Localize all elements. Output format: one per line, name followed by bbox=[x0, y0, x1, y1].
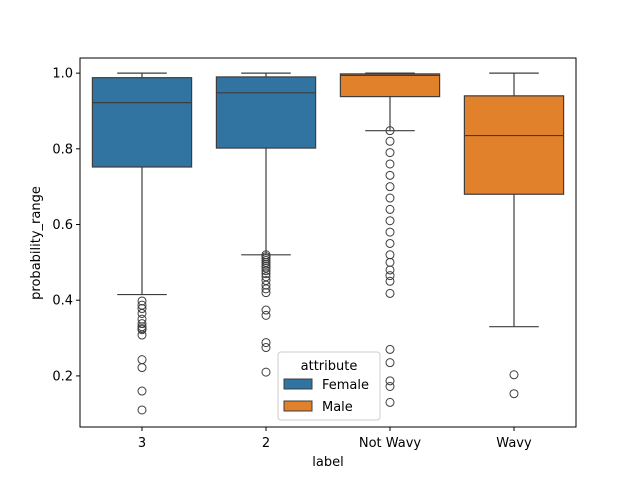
outlier-point bbox=[137, 405, 147, 415]
legend-swatch-female bbox=[283, 378, 313, 390]
outlier-point bbox=[385, 376, 395, 386]
legend: attribute Female Male bbox=[277, 351, 381, 421]
plot-area bbox=[91, 72, 565, 415]
axes-frame bbox=[79, 57, 577, 428]
outlier-point bbox=[261, 305, 271, 315]
outlier-point bbox=[137, 319, 147, 329]
legend-swatch-male bbox=[283, 400, 313, 412]
outlier-point bbox=[509, 389, 519, 399]
outlier-point bbox=[385, 193, 395, 203]
outlier-point bbox=[385, 265, 395, 275]
outlier-point bbox=[261, 338, 271, 348]
box-2 bbox=[215, 72, 317, 377]
outlier-point bbox=[385, 159, 395, 169]
outlier-point bbox=[261, 367, 271, 377]
y-tick-label: 0.2 bbox=[52, 369, 73, 384]
outlier-point bbox=[385, 276, 395, 286]
outlier-point bbox=[385, 257, 395, 267]
outlier-point bbox=[385, 271, 395, 281]
legend-label-male: Male bbox=[322, 400, 353, 415]
outlier-point bbox=[509, 370, 519, 380]
box-3 bbox=[91, 72, 193, 415]
outlier-point bbox=[261, 343, 271, 353]
y-tick-label: 1.0 bbox=[52, 67, 73, 82]
outlier-point bbox=[137, 363, 147, 373]
outlier-point bbox=[261, 284, 271, 294]
y-axis-label: probability_range bbox=[29, 186, 44, 300]
outlier-point bbox=[385, 397, 395, 407]
outlier-point bbox=[385, 216, 395, 226]
outlier-point bbox=[137, 355, 147, 365]
box-wavy bbox=[463, 72, 565, 399]
outlier-point bbox=[385, 250, 395, 260]
outlier-point bbox=[385, 136, 395, 146]
outlier-point bbox=[137, 330, 147, 340]
x-tick-label: Not Wavy bbox=[359, 436, 422, 451]
outlier-point bbox=[385, 382, 395, 392]
outlier-point bbox=[137, 304, 147, 314]
legend-label-female: Female bbox=[322, 378, 369, 393]
x-tick-label: Wavy bbox=[496, 436, 532, 451]
x-axis-label: label bbox=[312, 455, 343, 470]
outlier-point bbox=[261, 263, 271, 273]
outlier-point bbox=[261, 266, 271, 276]
outlier-point bbox=[385, 227, 395, 237]
outlier-point bbox=[137, 308, 147, 318]
outlier-point bbox=[137, 314, 147, 324]
legend-title: attribute bbox=[301, 359, 358, 374]
outlier-point bbox=[261, 269, 271, 279]
box-not-wavy bbox=[339, 72, 441, 407]
outlier-point bbox=[385, 148, 395, 158]
outlier-point bbox=[385, 170, 395, 180]
outlier-point bbox=[385, 358, 395, 368]
outlier-point bbox=[385, 288, 395, 298]
outlier-point bbox=[385, 204, 395, 214]
iqr-box bbox=[339, 73, 441, 98]
x-axis: 3 2 Not Wavy Wavy bbox=[138, 427, 532, 451]
y-tick-label: 0.8 bbox=[52, 142, 73, 157]
iqr-box bbox=[463, 95, 565, 195]
outlier-point bbox=[137, 325, 147, 335]
iqr-box bbox=[91, 77, 193, 168]
y-tick-label: 0.4 bbox=[52, 294, 73, 309]
y-tick-label: 0.6 bbox=[52, 218, 73, 233]
y-axis: 0.2 0.4 0.6 0.8 1.0 bbox=[52, 67, 80, 384]
outlier-point bbox=[261, 288, 271, 298]
iqr-box bbox=[215, 76, 317, 149]
outlier-point bbox=[385, 126, 395, 136]
x-tick-label: 3 bbox=[138, 436, 146, 451]
outlier-point bbox=[385, 182, 395, 192]
x-tick-label: 2 bbox=[262, 436, 270, 451]
outlier-point bbox=[385, 344, 395, 354]
outlier-point bbox=[137, 386, 147, 396]
outlier-point bbox=[385, 238, 395, 248]
outlier-point bbox=[261, 310, 271, 320]
